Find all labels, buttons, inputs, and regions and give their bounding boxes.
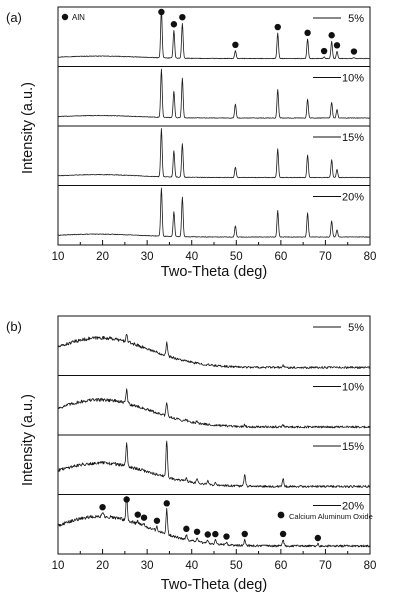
peak-marker xyxy=(328,32,335,39)
series-legend-label: 20% xyxy=(342,192,364,204)
xrd-trace-20pct xyxy=(57,187,371,238)
x-tick-label: 60 xyxy=(274,251,287,263)
calcium-aluminum-oxide-legend-marker xyxy=(277,511,285,519)
xrd-trace-20pct xyxy=(57,496,371,548)
panel-a: (a) 5% 10% 15% 20% 10 20 30 40 50 60 70 80 AlN Two… xyxy=(6,6,377,280)
series-legend-label: 15% xyxy=(342,132,364,144)
panel-label-b: (b) xyxy=(6,319,22,334)
marker-legend-b: Calcium Aluminum Oxide xyxy=(289,512,373,521)
series-legend-label: 15% xyxy=(342,441,364,453)
series-legend-label: 5% xyxy=(348,13,364,25)
x-tick-label: 20 xyxy=(96,560,109,572)
x-tick-label: 60 xyxy=(274,560,287,572)
peak-marker xyxy=(153,517,161,524)
peak-marker xyxy=(212,530,219,538)
peak-marker xyxy=(179,14,186,21)
x-tick-label: 40 xyxy=(185,560,198,572)
peak-marker xyxy=(314,534,322,542)
panel-b: (b) 5% 10% 15% 20% 10 20 30 40 50 60 70 80 Calcium… xyxy=(6,315,377,593)
aln-legend-marker xyxy=(61,13,69,21)
peak-marker xyxy=(140,514,148,521)
x-tick-label: 70 xyxy=(319,251,332,263)
panel-label-a: (a) xyxy=(6,10,22,25)
series-legend-label: 10% xyxy=(342,382,364,394)
peak-marker xyxy=(333,42,341,49)
x-tick-label: 30 xyxy=(141,251,154,263)
peak-marker xyxy=(99,503,106,511)
peak-marker xyxy=(279,530,287,538)
xrd-trace-15pct xyxy=(57,440,371,488)
peak-marker xyxy=(223,533,230,540)
x-tick-label: 30 xyxy=(141,560,154,572)
peak-marker xyxy=(193,528,201,535)
peak-marker xyxy=(232,41,239,49)
peak-marker xyxy=(304,29,311,37)
peak-marker xyxy=(170,21,178,28)
x-tick-label: 20 xyxy=(96,251,109,263)
xrd-trace-10pct xyxy=(57,68,371,119)
series-legend-label: 5% xyxy=(348,322,364,334)
x-tick-label: 70 xyxy=(319,560,332,572)
peak-marker xyxy=(241,530,248,538)
x-tick-label: 50 xyxy=(230,251,243,263)
x-axis-label-b: Two-Theta (deg) xyxy=(161,577,267,593)
series-legend-label: 10% xyxy=(342,73,364,85)
x-tick-label: 10 xyxy=(52,251,65,263)
x-tick-label: 40 xyxy=(185,251,198,263)
peak-marker xyxy=(123,496,130,503)
peak-marker xyxy=(204,531,211,538)
peak-marker xyxy=(163,500,170,507)
x-tick-label: 10 xyxy=(52,560,65,572)
x-tick-label: 80 xyxy=(364,251,377,263)
y-axis-label-b: Intensity (a.u.) xyxy=(20,394,36,486)
peak-marker xyxy=(274,23,281,31)
xrd-trace-5pct xyxy=(57,333,371,369)
series-legend-label: 20% xyxy=(342,501,364,513)
peak-marker xyxy=(320,47,328,55)
peak-marker xyxy=(134,511,141,518)
x-tick-label: 80 xyxy=(364,560,377,572)
x-tick-label: 50 xyxy=(230,560,243,572)
y-axis-label-a: Intensity (a.u.) xyxy=(20,82,36,174)
peak-marker xyxy=(158,8,165,16)
peak-marker xyxy=(350,48,358,55)
peak-marker xyxy=(183,525,190,533)
x-axis-label-a: Two-Theta (deg) xyxy=(161,264,267,280)
xrd-trace-15pct xyxy=(57,128,371,179)
xrd-trace-10pct xyxy=(57,388,371,429)
xrd-trace-5pct xyxy=(57,9,371,60)
marker-legend-a: AlN xyxy=(72,13,85,22)
